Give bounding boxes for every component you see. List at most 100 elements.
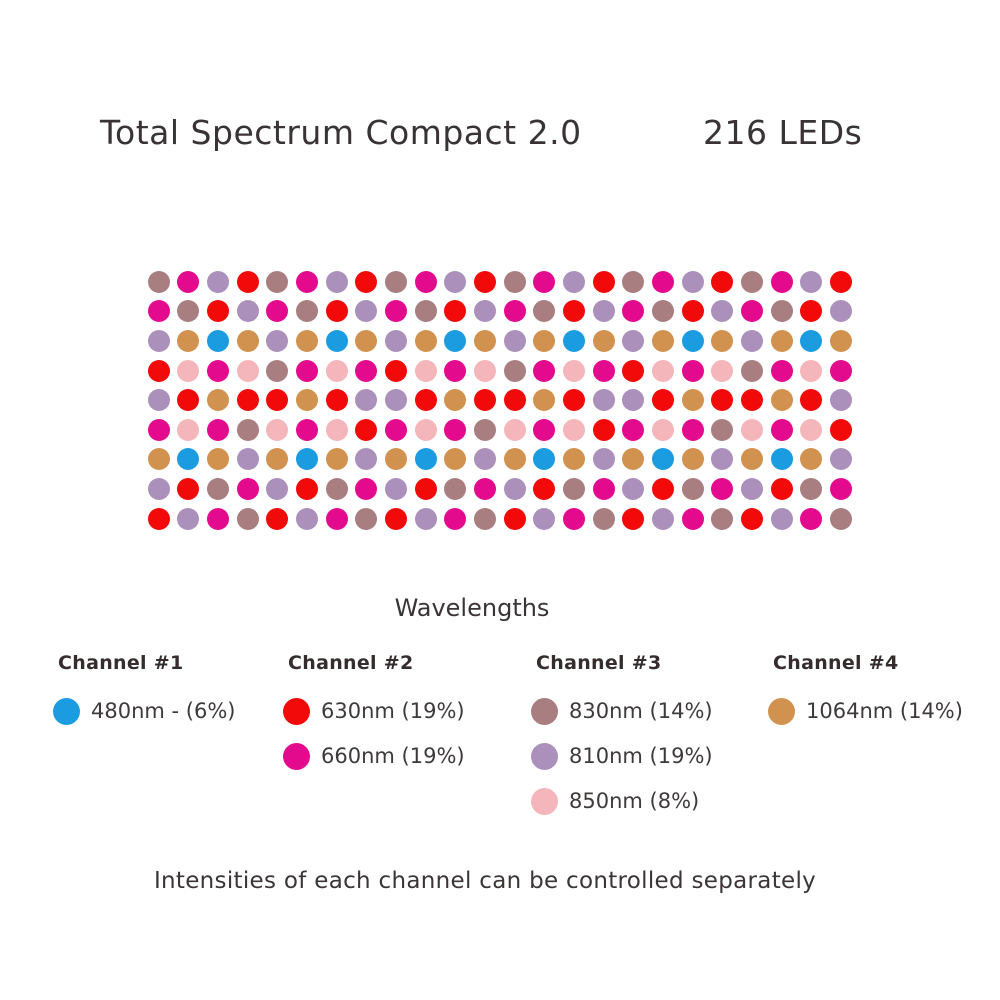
led-dot-660nm bbox=[147, 300, 170, 323]
legend-item-630nm: 630nm (19%) bbox=[283, 698, 518, 743]
led-dot-630nm bbox=[563, 389, 586, 412]
led-dot-660nm bbox=[444, 418, 467, 441]
led-dot-850nm bbox=[740, 418, 763, 441]
led-dot-850nm bbox=[800, 418, 823, 441]
channel-1-column: Channel #1 480nm - (6%) bbox=[53, 652, 288, 743]
legend-label-480nm: 480nm - (6%) bbox=[91, 699, 236, 723]
legend-item-810nm: 810nm (19%) bbox=[531, 743, 766, 788]
led-dot-810nm bbox=[385, 477, 408, 500]
led-dot-830nm bbox=[355, 507, 378, 530]
led-dot-1064nm bbox=[503, 448, 526, 471]
led-dot-810nm bbox=[651, 507, 674, 530]
led-dot-830nm bbox=[236, 418, 259, 441]
led-dot-830nm bbox=[207, 477, 230, 500]
led-dot-660nm bbox=[681, 359, 704, 382]
led-dot-660nm bbox=[355, 359, 378, 382]
led-dot-480nm bbox=[533, 448, 556, 471]
led-dot-660nm bbox=[414, 270, 437, 293]
led-dot-480nm bbox=[681, 329, 704, 352]
channel-2-items: 630nm (19%) 660nm (19%) bbox=[283, 698, 518, 788]
led-dot-830nm bbox=[147, 270, 170, 293]
led-dot-810nm bbox=[147, 329, 170, 352]
led-dot-810nm bbox=[503, 477, 526, 500]
led-dot-630nm bbox=[770, 477, 793, 500]
channel-2-header: Channel #2 bbox=[288, 652, 414, 674]
led-dot-810nm bbox=[355, 300, 378, 323]
led-dot-480nm bbox=[770, 448, 793, 471]
led-dot-850nm bbox=[325, 418, 348, 441]
led-dot-1064nm bbox=[800, 448, 823, 471]
led-dot-810nm bbox=[266, 477, 289, 500]
led-dot-830nm bbox=[622, 270, 645, 293]
led-dot-630nm bbox=[147, 507, 170, 530]
led-dot-830nm bbox=[740, 270, 763, 293]
led-dot-1064nm bbox=[622, 448, 645, 471]
led-dot-630nm bbox=[740, 507, 763, 530]
legend-swatch-660nm bbox=[283, 743, 310, 770]
led-dot-810nm bbox=[296, 507, 319, 530]
led-dot-830nm bbox=[503, 359, 526, 382]
led-dot-480nm bbox=[207, 329, 230, 352]
legend-swatch-810nm bbox=[531, 743, 558, 770]
led-dot-1064nm bbox=[177, 329, 200, 352]
led-dot-660nm bbox=[444, 507, 467, 530]
legend-label-850nm: 850nm (8%) bbox=[569, 789, 700, 813]
led-dot-1064nm bbox=[296, 329, 319, 352]
led-dot-660nm bbox=[592, 477, 615, 500]
led-dot-630nm bbox=[503, 389, 526, 412]
channel-4-column: Channel #4 1064nm (14%) bbox=[768, 652, 1000, 743]
footer-note: Intensities of each channel can be contr… bbox=[153, 868, 817, 894]
led-dot-630nm bbox=[325, 300, 348, 323]
led-dot-630nm bbox=[296, 477, 319, 500]
led-dot-660nm bbox=[770, 359, 793, 382]
led-dot-1064nm bbox=[829, 329, 852, 352]
led-dot-660nm bbox=[711, 477, 734, 500]
led-dot-630nm bbox=[800, 300, 823, 323]
led-dot-810nm bbox=[829, 300, 852, 323]
led-dot-810nm bbox=[592, 448, 615, 471]
led-dot-1064nm bbox=[592, 329, 615, 352]
led-dot-480nm bbox=[296, 448, 319, 471]
led-dot-630nm bbox=[474, 389, 497, 412]
led-dot-850nm bbox=[474, 359, 497, 382]
led-dot-830nm bbox=[474, 507, 497, 530]
led-dot-830nm bbox=[592, 507, 615, 530]
led-dot-1064nm bbox=[681, 389, 704, 412]
led-dot-1064nm bbox=[533, 329, 556, 352]
led-dot-660nm bbox=[533, 359, 556, 382]
led-dot-630nm bbox=[385, 507, 408, 530]
led-dot-630nm bbox=[355, 418, 378, 441]
led-dot-850nm bbox=[651, 418, 674, 441]
led-dot-630nm bbox=[177, 389, 200, 412]
led-dot-630nm bbox=[651, 477, 674, 500]
legend-swatch-850nm bbox=[531, 788, 558, 815]
led-dot-1064nm bbox=[296, 389, 319, 412]
led-dot-850nm bbox=[177, 418, 200, 441]
led-dot-850nm bbox=[414, 418, 437, 441]
led-dot-1064nm bbox=[355, 329, 378, 352]
led-dot-1064nm bbox=[325, 448, 348, 471]
led-dot-660nm bbox=[325, 507, 348, 530]
led-dot-810nm bbox=[622, 329, 645, 352]
legend-swatch-1064nm bbox=[768, 698, 795, 725]
led-dot-630nm bbox=[177, 477, 200, 500]
led-dot-1064nm bbox=[681, 448, 704, 471]
led-dot-810nm bbox=[207, 270, 230, 293]
led-dot-810nm bbox=[355, 389, 378, 412]
led-dot-810nm bbox=[147, 477, 170, 500]
led-dot-810nm bbox=[147, 389, 170, 412]
led-dot-660nm bbox=[622, 418, 645, 441]
led-dot-830nm bbox=[563, 477, 586, 500]
led-dot-810nm bbox=[474, 300, 497, 323]
led-dot-1064nm bbox=[207, 389, 230, 412]
led-dot-810nm bbox=[592, 300, 615, 323]
led-dot-1064nm bbox=[533, 389, 556, 412]
led-dot-830nm bbox=[681, 477, 704, 500]
led-dot-810nm bbox=[266, 329, 289, 352]
led-dot-630nm bbox=[740, 389, 763, 412]
led-dot-630nm bbox=[533, 477, 556, 500]
led-dot-850nm bbox=[325, 359, 348, 382]
led-grid bbox=[144, 267, 856, 533]
led-dot-1064nm bbox=[207, 448, 230, 471]
led-dot-850nm bbox=[236, 359, 259, 382]
